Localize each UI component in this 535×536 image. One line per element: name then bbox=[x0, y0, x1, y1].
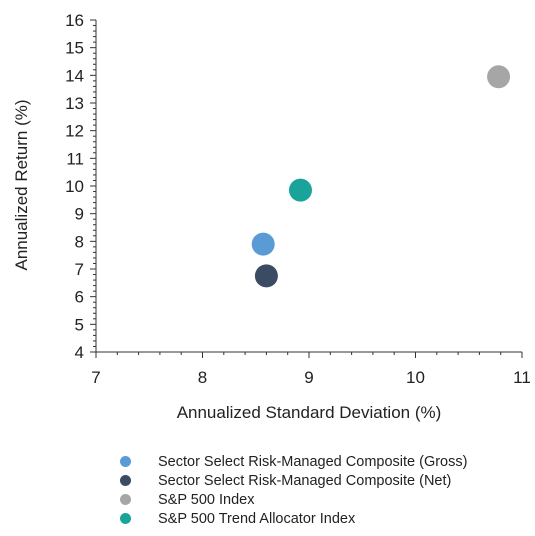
legend-swatch bbox=[120, 456, 131, 467]
legend-label: S&P 500 Index bbox=[158, 491, 255, 508]
y-tick-label: 10 bbox=[65, 177, 84, 196]
y-tick-label: 8 bbox=[75, 232, 84, 251]
x-tick-label: 11 bbox=[513, 368, 531, 387]
x-axis-title: Annualized Standard Deviation (%) bbox=[177, 403, 442, 422]
y-tick-label: 6 bbox=[75, 288, 84, 307]
data-points bbox=[251, 65, 511, 288]
y-axis-title: Annualized Return (%) bbox=[12, 99, 31, 270]
data-point bbox=[254, 264, 278, 288]
y-tick-label: 12 bbox=[65, 122, 84, 141]
legend-swatch bbox=[120, 513, 131, 524]
legend-item: S&P 500 Trend Allocator Index bbox=[120, 509, 467, 528]
legend-item: S&P 500 Index bbox=[120, 490, 467, 509]
data-point bbox=[487, 65, 511, 89]
legend-label: Sector Select Risk-Managed Composite (Ne… bbox=[158, 472, 452, 489]
scatter-chart: 4 5 6 7 8 9 10 11 12 13 14 15 16 7 8 9 10 11 Annualized … bbox=[12, 11, 531, 422]
y-tick-label: 7 bbox=[75, 260, 84, 279]
legend-swatch bbox=[120, 494, 131, 505]
legend-swatch bbox=[120, 475, 131, 486]
legend: Sector Select Risk-Managed Composite (Gr… bbox=[120, 452, 467, 528]
legend-label: Sector Select Risk-Managed Composite (Gr… bbox=[158, 453, 468, 470]
data-point bbox=[251, 232, 275, 256]
x-tick-label: 7 bbox=[91, 368, 100, 387]
legend-item: Sector Select Risk-Managed Composite (Ne… bbox=[120, 471, 467, 490]
legend-label: S&P 500 Trend Allocator Index bbox=[158, 510, 356, 527]
y-tick-label: 16 bbox=[65, 11, 84, 30]
y-tick-label: 13 bbox=[65, 94, 84, 113]
y-tick-label: 14 bbox=[65, 66, 84, 85]
data-point bbox=[288, 178, 312, 202]
y-tick-label: 4 bbox=[75, 343, 84, 362]
y-tick-label: 9 bbox=[75, 205, 84, 224]
y-axis-ticks: 4 5 6 7 8 9 10 11 12 13 14 15 16 bbox=[65, 11, 96, 362]
y-tick-label: 5 bbox=[75, 315, 84, 334]
x-axis-ticks: 7 8 9 10 11 bbox=[91, 352, 531, 387]
x-tick-label: 10 bbox=[406, 368, 425, 387]
x-tick-label: 8 bbox=[198, 368, 207, 387]
legend-item: Sector Select Risk-Managed Composite (Gr… bbox=[120, 452, 467, 471]
x-tick-label: 9 bbox=[304, 368, 313, 387]
y-tick-label: 11 bbox=[66, 149, 84, 168]
y-tick-label: 15 bbox=[65, 39, 84, 58]
